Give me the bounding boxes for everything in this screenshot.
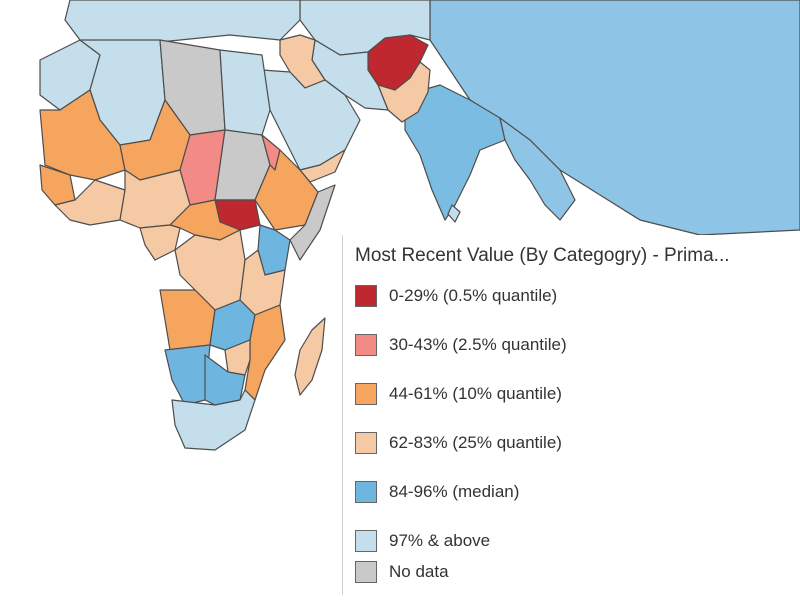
legend-item-30-43[interactable]: 30-43% (2.5% quantile) (355, 331, 567, 359)
legend-label: 0-29% (0.5% quantile) (389, 286, 558, 305)
region-pakistan[interactable] (377, 61, 431, 123)
legend-swatch (355, 334, 377, 356)
region-southeast-asia[interactable] (499, 117, 576, 221)
legend-swatch (355, 383, 377, 405)
legend-item-97-above[interactable]: 97% & above (355, 527, 490, 555)
legend-item-62-83[interactable]: 62-83% (25% quantile) (355, 429, 562, 457)
region-namibia[interactable] (164, 344, 211, 406)
legend-label: 30-43% (2.5% quantile) (389, 335, 567, 354)
region-zimbabwe[interactable] (224, 339, 251, 376)
legend-swatch (355, 481, 377, 503)
region-madagascar[interactable] (294, 317, 326, 396)
legend-item-44-61[interactable]: 44-61% (10% quantile) (355, 380, 562, 408)
map-legend: Most Recent Value (By Categogry) - Prima… (342, 235, 743, 595)
legend-title: Most Recent Value (By Categogry) - Prima… (355, 245, 730, 266)
region-somalia[interactable] (289, 184, 336, 261)
legend-swatch (355, 285, 377, 307)
legend-item-84-96[interactable]: 84-96% (median) (355, 478, 519, 506)
region-egypt[interactable] (219, 49, 271, 136)
legend-item-no-data[interactable]: No data (355, 558, 449, 586)
region-central-asia[interactable] (299, 0, 431, 56)
legend-swatch (355, 561, 377, 583)
legend-item-0-29[interactable]: 0-29% (0.5% quantile) (355, 282, 557, 310)
region-sri-lanka[interactable] (447, 204, 461, 223)
legend-label: 62-83% (25% quantile) (389, 433, 562, 452)
legend-label: 84-96% (median) (389, 482, 520, 501)
legend-swatch (355, 530, 377, 552)
region-south-africa[interactable] (171, 389, 256, 451)
region-arabia[interactable] (261, 69, 361, 171)
legend-label: 44-61% (10% quantile) (389, 384, 562, 403)
region-india[interactable] (404, 84, 506, 221)
legend-label: No data (389, 562, 449, 581)
legend-swatch (355, 432, 377, 454)
legend-label: 97% & above (389, 531, 491, 550)
region-europe[interactable] (64, 0, 301, 46)
region-cameroon[interactable] (139, 224, 181, 261)
